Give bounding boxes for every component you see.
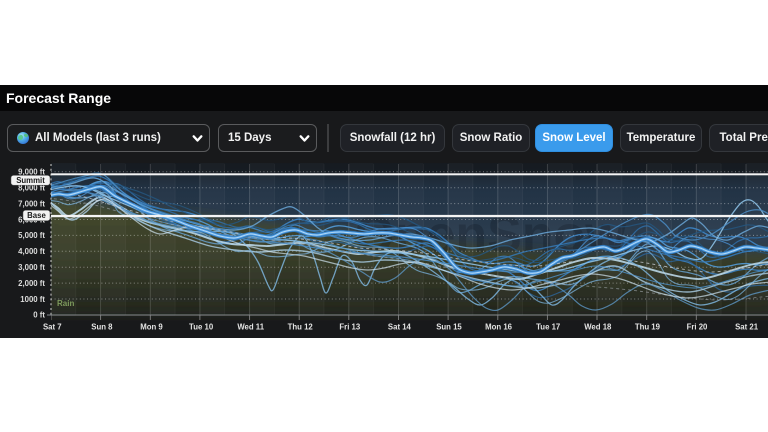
svg-text:Base: Base (27, 211, 46, 220)
svg-text:Summit: Summit (16, 176, 45, 185)
svg-text:Fri 13: Fri 13 (339, 323, 360, 332)
svg-text:5,000 ft: 5,000 ft (18, 231, 45, 240)
svg-text:Thu 12: Thu 12 (288, 323, 314, 332)
svg-text:Tue 17: Tue 17 (536, 323, 560, 332)
svg-text:Tue 10: Tue 10 (189, 323, 214, 332)
svg-text:7,000 ft: 7,000 ft (18, 199, 45, 208)
svg-text:Wed 18: Wed 18 (584, 323, 612, 332)
svg-text:9,000 ft: 9,000 ft (18, 168, 45, 177)
svg-text:Rain: Rain (57, 299, 74, 308)
svg-text:Thu 19: Thu 19 (635, 323, 661, 332)
svg-text:Mon 16: Mon 16 (485, 323, 513, 332)
svg-text:3,000 ft: 3,000 ft (18, 263, 45, 272)
svg-text:Fri 20: Fri 20 (687, 323, 708, 332)
svg-text:2,000 ft: 2,000 ft (18, 279, 45, 288)
svg-text:Sun 15: Sun 15 (436, 323, 462, 332)
svg-text:Wed 11: Wed 11 (237, 323, 264, 332)
svg-text:Sat 7: Sat 7 (43, 323, 62, 332)
svg-text:0 ft: 0 ft (33, 311, 45, 320)
svg-text:8,000 ft: 8,000 ft (18, 184, 45, 193)
svg-text:1000 ft: 1000 ft (20, 295, 45, 304)
svg-text:Sun 8: Sun 8 (91, 323, 113, 332)
svg-text:Sat 21: Sat 21 (735, 323, 759, 332)
svg-text:Sat 14: Sat 14 (388, 323, 412, 332)
svg-text:4,000 ft: 4,000 ft (18, 247, 45, 256)
svg-text:Mon 9: Mon 9 (140, 323, 163, 332)
